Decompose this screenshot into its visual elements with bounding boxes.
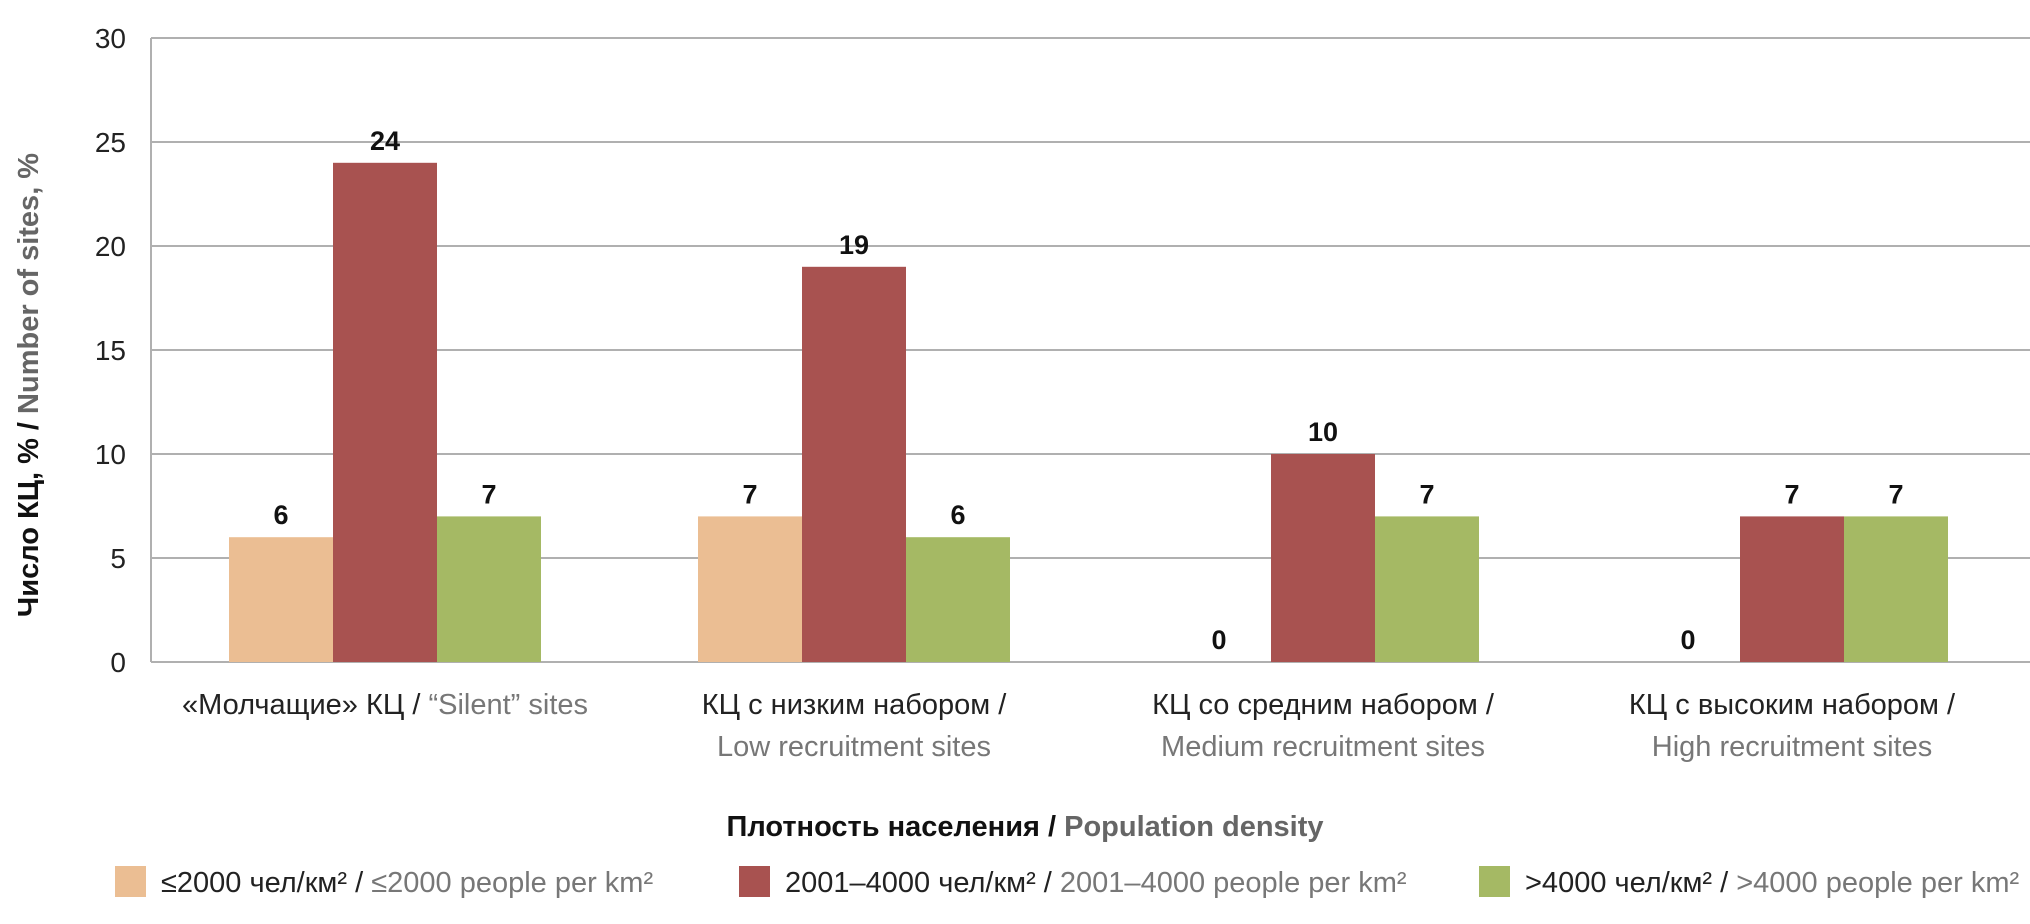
value-label: 7 (1784, 479, 1799, 509)
category-label-ru: КЦ со средним набором / (1152, 689, 1495, 721)
value-label: 7 (1419, 479, 1434, 509)
bars (229, 162, 1948, 663)
value-label: 24 (370, 126, 400, 156)
category-label-en: “Silent” sites (428, 689, 588, 721)
legend-label-en: >4000 people per km² (1736, 867, 2019, 899)
value-label: 10 (1308, 417, 1338, 447)
legend-label-ru: 2001–4000 чел/км² / (785, 867, 1060, 899)
category-label-ru: «Молчащие» КЦ / (182, 689, 429, 721)
legend-swatch (115, 866, 146, 897)
y-axis-title-ru: Число КЦ, % / (13, 414, 45, 617)
category-label-en: High recruitment sites (1652, 731, 1932, 763)
bar (698, 516, 802, 662)
value-label: 6 (273, 500, 288, 530)
y-axis-title: Число КЦ, % / Number of sites, % (13, 153, 45, 617)
category-label-en: Low recruitment sites (717, 731, 991, 763)
value-label: 19 (839, 230, 869, 260)
x-axis-title-en: Population density (1064, 811, 1323, 843)
y-tick-label: 10 (95, 439, 126, 470)
y-tick-label: 20 (95, 231, 126, 262)
value-label: 0 (1211, 625, 1226, 655)
value-label: 0 (1680, 625, 1695, 655)
value-label: 6 (950, 500, 965, 530)
legend-label-en: 2001–4000 people per km² (1060, 867, 1407, 899)
legend-swatch (1479, 866, 1510, 897)
bar (1375, 516, 1479, 662)
bar (437, 516, 541, 662)
bar (906, 537, 1010, 662)
y-tick-labels: 0 5 10 15 20 25 30 (95, 23, 126, 678)
y-tick-label: 0 (110, 647, 126, 678)
bar (229, 537, 333, 662)
value-label: 7 (1888, 479, 1903, 509)
category-label-en: Medium recruitment sites (1161, 731, 1485, 763)
bar (333, 162, 437, 663)
x-axis-title: Плотность населения / Population density (726, 811, 1323, 843)
legend-item: >4000 чел/км² / >4000 people per km² (1525, 867, 2019, 899)
y-tick-label: 30 (95, 23, 126, 54)
category-labels: «Молчащие» КЦ / “Silent” sites КЦ с низки… (182, 689, 1956, 763)
legend-item: 2001–4000 чел/км² / 2001–4000 people per… (785, 867, 1407, 899)
bar (1844, 516, 1948, 662)
legend-label-en: ≤2000 people per km² (371, 867, 653, 899)
y-tick-label: 25 (95, 127, 126, 158)
value-label: 7 (481, 479, 496, 509)
legend-item: ≤2000 чел/км² / ≤2000 people per km² (161, 867, 653, 899)
x-axis-title-ru: Плотность населения / (726, 811, 1064, 843)
category-label-ru: КЦ с низким набором / (702, 689, 1007, 721)
legend-label-ru: ≤2000 чел/км² / (161, 867, 371, 899)
legend-label-ru: >4000 чел/км² / (1525, 867, 1736, 899)
y-axis-title-en: Number of sites, % (13, 153, 45, 414)
bar (1740, 516, 1844, 662)
value-labels: 6 24 7 7 19 6 0 10 7 0 7 7 (273, 126, 1903, 655)
category-label: «Молчащие» КЦ / “Silent” sites (182, 689, 588, 721)
legend-swatch (739, 866, 770, 897)
y-tick-label: 5 (110, 543, 126, 574)
category-label-ru: КЦ с высоким набором / (1629, 689, 1956, 721)
bar (802, 266, 906, 662)
bar (1271, 454, 1375, 662)
legend: ≤2000 чел/км² / ≤2000 people per km² 2001… (115, 866, 2019, 899)
value-label: 7 (742, 479, 757, 509)
y-tick-label: 15 (95, 335, 126, 366)
